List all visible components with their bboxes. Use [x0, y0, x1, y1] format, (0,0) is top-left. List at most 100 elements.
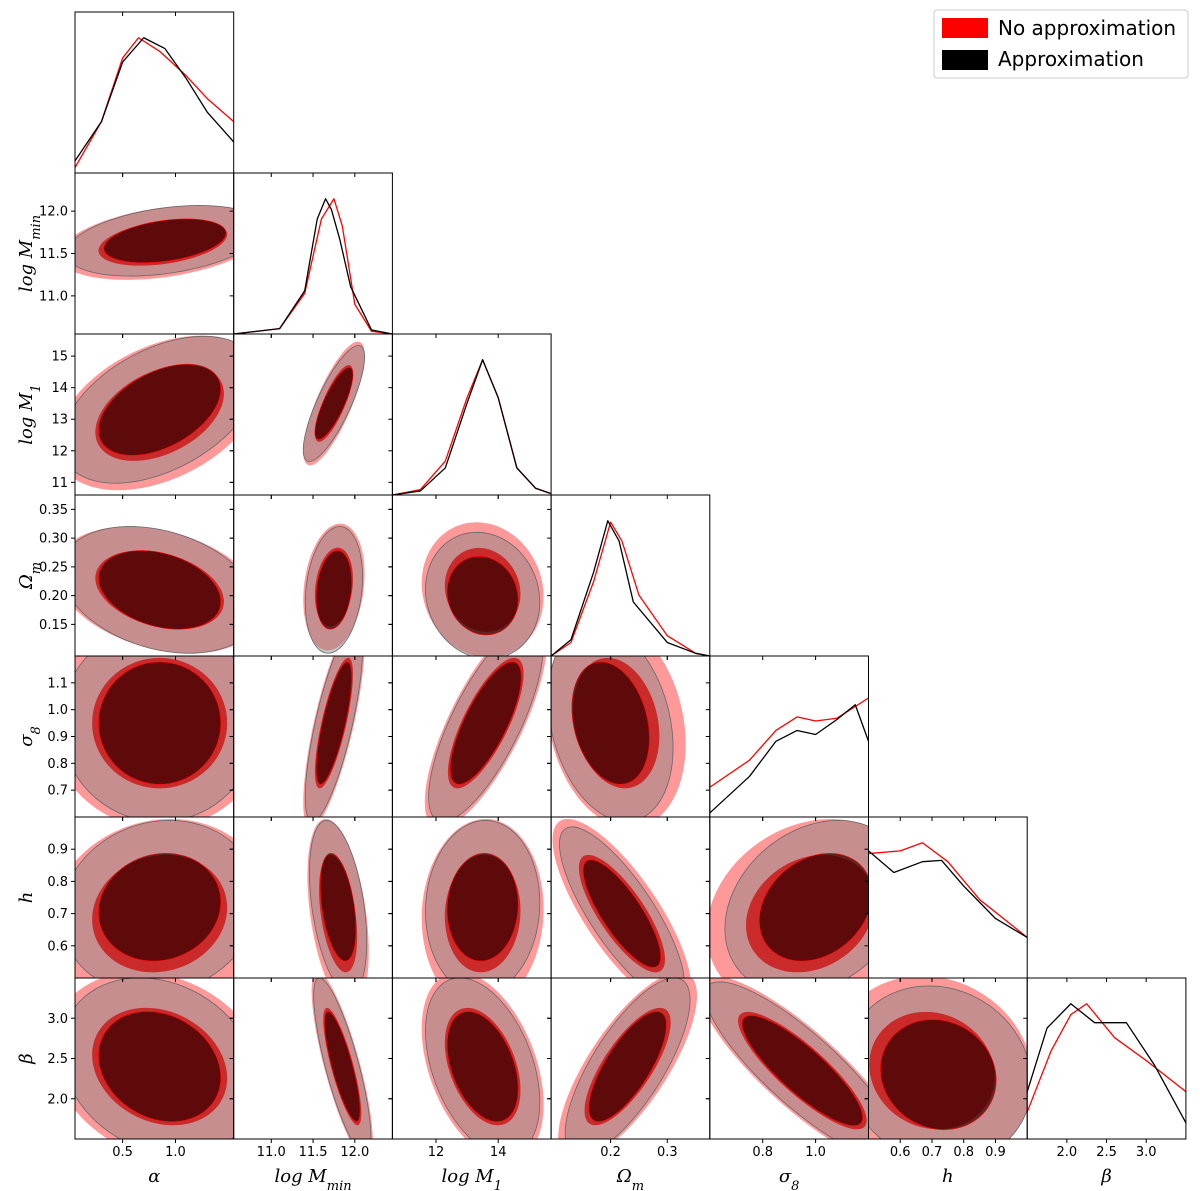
panel-alpha-logMmin: [71, 172, 235, 338]
panel-logMmin-h: [229, 816, 393, 982]
y-axis-label-s8: σ8: [16, 726, 44, 747]
y-tick-label-beta: 3.0: [47, 1012, 68, 1027]
y-axis-label-logMmin: log Mmin: [16, 215, 44, 292]
marginal-Om: [550, 494, 711, 660]
x-axis-label-logM1: log M1: [441, 1166, 502, 1191]
y-tick-label-logMmin: 11.5: [39, 247, 68, 262]
marginal-s8: [709, 655, 870, 821]
contours: [558, 978, 698, 1139]
y-tick-label-h: 0.6: [47, 939, 68, 954]
x-tick-label-beta: 3.0: [1136, 1145, 1157, 1160]
marginal-curve-approximation: [392, 359, 552, 496]
panel-alpha-beta: [71, 977, 235, 1143]
marginal-curve-no-approximation: [1026, 1003, 1187, 1113]
contour-approximation-68: [315, 550, 353, 630]
marginal-h: [868, 816, 1028, 982]
contours: [75, 335, 234, 491]
contours: [75, 526, 234, 654]
x-tick-label-h: 0.9: [985, 1145, 1006, 1160]
y-tick-label-Om: 0.25: [39, 560, 68, 575]
contour-approximation-68: [582, 859, 662, 968]
y-tick-label-Om: 0.20: [39, 589, 68, 604]
panel-Om-s8: [547, 655, 711, 821]
panel-Om-beta: [547, 977, 711, 1143]
y-tick-label-s8: 1.1: [47, 676, 68, 691]
contours: [75, 205, 234, 280]
panels-layer: [71, 11, 1187, 1143]
y-tick-label-s8: 0.9: [47, 730, 68, 745]
x-tick-label-Om: 0.3: [657, 1145, 678, 1160]
y-axis-label-beta: β: [16, 1053, 37, 1064]
marginal-curve-no-approximation: [392, 359, 552, 496]
legend-swatch-approximation: [942, 50, 988, 70]
panel-s8-h: [705, 816, 869, 982]
x-tick-label-logMmin: 11.0: [257, 1145, 286, 1160]
y-tick-label-s8: 0.8: [47, 757, 68, 772]
contours: [421, 522, 544, 656]
contour-approximation-68: [571, 661, 650, 785]
x-tick-label-logMmin: 11.5: [299, 1145, 328, 1160]
panel-logMmin-Om: [229, 494, 393, 660]
contour-approximation-68: [741, 1015, 863, 1126]
contours: [303, 523, 365, 654]
x-tick-label-beta: 2.0: [1057, 1145, 1078, 1160]
marginal-curve-no-approximation: [74, 37, 235, 168]
panel-logM1-h: [388, 816, 552, 982]
contours: [307, 818, 369, 978]
contour-approximation-68: [98, 363, 222, 456]
contour-approximation-68: [103, 218, 227, 263]
contours: [75, 818, 234, 978]
contours: [552, 818, 691, 978]
contour-approximation-68: [446, 853, 519, 962]
y-tick-label-logM1: 15: [51, 350, 68, 365]
y-tick-label-h: 0.7: [47, 907, 68, 922]
marginal-curve-no-approximation: [550, 521, 710, 657]
contours: [75, 978, 234, 1139]
marginal-curve-approximation: [709, 704, 870, 814]
legend-label-approximation: Approximation: [998, 47, 1144, 71]
panel-alpha-logM1: [71, 333, 235, 499]
x-tick-label-alpha: 1.0: [165, 1145, 186, 1160]
panel-alpha-h: [71, 816, 235, 982]
x-tick-label-Om: 0.2: [600, 1145, 621, 1160]
panel-logMmin-logM1: [229, 333, 393, 499]
y-tick-label-Om: 0.30: [39, 532, 68, 547]
contour-approximation-68: [98, 853, 222, 962]
contour-approximation-68: [314, 367, 354, 440]
y-tick-label-beta: 2.5: [47, 1052, 68, 1067]
y-tick-label-logMmin: 12.0: [39, 205, 68, 220]
contour-approximation-68: [449, 661, 522, 785]
y-axis-label-logM1: log M1: [16, 384, 44, 445]
marginal-curve-approximation: [868, 850, 1028, 938]
legend: No approximation Approximation: [933, 9, 1189, 79]
y-tick-label-s8: 1.0: [47, 703, 68, 718]
contour-approximation-68: [324, 1011, 361, 1122]
x-axis-label-logMmin: log Mmin: [274, 1166, 351, 1191]
panel-frame: [868, 816, 1028, 979]
marginal-beta: [1026, 977, 1187, 1143]
panel-frame: [550, 494, 711, 657]
x-tick-label-beta: 2.5: [1096, 1145, 1117, 1160]
y-tick-label-logMmin: 11.0: [39, 289, 68, 304]
contours: [868, 978, 1028, 1139]
marginal-curve-no-approximation: [868, 842, 1028, 938]
marginal-logMmin: [233, 172, 393, 338]
contour-approximation-68: [588, 1011, 667, 1122]
contours: [709, 818, 869, 978]
x-tick-label-alpha: 0.5: [112, 1145, 133, 1160]
marginal-alpha: [74, 11, 235, 177]
marginal-curve-no-approximation: [233, 198, 393, 335]
legend-frame: [933, 9, 1189, 79]
x-tick-label-logMmin: 12.0: [340, 1145, 369, 1160]
panel-logMmin-beta: [229, 977, 393, 1143]
y-tick-label-Om: 0.15: [39, 618, 68, 633]
contours: [421, 978, 544, 1139]
contour-approximation-68: [98, 661, 222, 785]
y-tick-label-beta: 2.0: [47, 1092, 68, 1107]
x-tick-label-h: 0.6: [890, 1145, 911, 1160]
x-tick-label-logM1: 12: [428, 1145, 445, 1160]
marginal-curve-approximation: [1026, 1003, 1187, 1124]
contours: [302, 341, 366, 466]
